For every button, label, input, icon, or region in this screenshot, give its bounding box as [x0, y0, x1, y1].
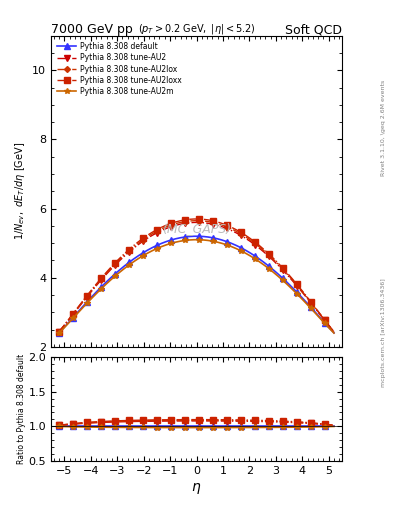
Pythia 8.308 tune-AU2lox [150, 231, 154, 237]
Pythia 8.308 tune-AU2m [145, 250, 150, 256]
Pythia 8.308 tune-AU2lox [192, 218, 196, 224]
Pythia 8.308 tune-AU2m [332, 330, 336, 336]
Pythia 8.308 tune-AU2 [192, 219, 196, 225]
Pythia 8.308 tune-AU2m [57, 330, 61, 336]
Pythia 8.308 tune-AU2m [150, 248, 154, 254]
Pythia 8.308 tune-AU2m [192, 237, 196, 243]
Pythia 8.308 tune-AU2lox [234, 228, 239, 234]
Pythia 8.308 default [332, 330, 336, 336]
Line: Pythia 8.308 default: Pythia 8.308 default [56, 233, 337, 336]
Pythia 8.308 default [150, 245, 154, 251]
Pythia 8.308 default [103, 280, 108, 286]
Pythia 8.308 tune-AU2loxx [145, 232, 150, 238]
X-axis label: $\eta$: $\eta$ [191, 481, 202, 496]
Pythia 8.308 tune-AU2m [103, 282, 108, 288]
Pythia 8.308 tune-AU2lox [145, 233, 150, 240]
Line: Pythia 8.308 tune-AU2loxx: Pythia 8.308 tune-AU2loxx [56, 216, 337, 334]
Pythia 8.308 tune-AU2 [150, 232, 154, 239]
Text: 7000 GeV pp: 7000 GeV pp [51, 23, 133, 36]
Pythia 8.308 tune-AU2loxx [103, 270, 108, 276]
Line: Pythia 8.308 tune-AU2: Pythia 8.308 tune-AU2 [56, 220, 337, 335]
Pythia 8.308 tune-AU2 [145, 235, 150, 241]
Pythia 8.308 tune-AU2loxx [136, 239, 141, 245]
Pythia 8.308 tune-AU2 [127, 249, 131, 255]
Pythia 8.308 tune-AU2m [136, 255, 141, 262]
Text: mcplots.cern.ch [arXiv:1306.3436]: mcplots.cern.ch [arXiv:1306.3436] [381, 279, 386, 387]
Pythia 8.308 tune-AU2lox [127, 248, 131, 254]
Text: Soft QCD: Soft QCD [285, 23, 342, 36]
Pythia 8.308 default [127, 260, 131, 266]
Pythia 8.308 tune-AU2loxx [192, 216, 196, 222]
Pythia 8.308 tune-AU2 [234, 230, 239, 236]
Pythia 8.308 default [57, 330, 61, 336]
Pythia 8.308 tune-AU2 [103, 272, 108, 278]
Pythia 8.308 tune-AU2loxx [127, 246, 131, 252]
Line: Pythia 8.308 tune-AU2lox: Pythia 8.308 tune-AU2lox [57, 219, 336, 334]
Y-axis label: Ratio to Pythia 8.308 default: Ratio to Pythia 8.308 default [17, 354, 26, 464]
Pythia 8.308 tune-AU2 [136, 242, 141, 248]
Text: Rivet 3.1.10, \geq 2.6M events: Rivet 3.1.10, \geq 2.6M events [381, 80, 386, 176]
Pythia 8.308 default [234, 242, 239, 248]
Pythia 8.308 tune-AU2lox [103, 271, 108, 277]
Pythia 8.308 tune-AU2lox [136, 240, 141, 246]
Y-axis label: $1/N_{ev},\ dE_T/d\eta\ \mathrm{[GeV]}$: $1/N_{ev},\ dE_T/d\eta\ \mathrm{[GeV]}$ [13, 142, 27, 241]
Pythia 8.308 default [145, 247, 150, 253]
Text: (MC_GAPS): (MC_GAPS) [162, 222, 231, 235]
Pythia 8.308 tune-AU2loxx [150, 229, 154, 236]
Pythia 8.308 tune-AU2lox [57, 329, 61, 335]
Pythia 8.308 tune-AU2m [127, 262, 131, 268]
Pythia 8.308 tune-AU2lox [332, 329, 336, 335]
Legend: Pythia 8.308 default, Pythia 8.308 tune-AU2, Pythia 8.308 tune-AU2lox, Pythia 8.: Pythia 8.308 default, Pythia 8.308 tune-… [55, 39, 184, 98]
Pythia 8.308 tune-AU2loxx [332, 329, 336, 335]
Pythia 8.308 tune-AU2 [57, 329, 61, 335]
Pythia 8.308 tune-AU2m [234, 245, 239, 251]
Pythia 8.308 tune-AU2 [332, 329, 336, 335]
Pythia 8.308 default [136, 253, 141, 259]
Line: Pythia 8.308 tune-AU2m: Pythia 8.308 tune-AU2m [56, 237, 337, 336]
Pythia 8.308 tune-AU2loxx [57, 329, 61, 335]
Pythia 8.308 default [192, 233, 196, 239]
Pythia 8.308 tune-AU2loxx [234, 227, 239, 233]
Title: $(p_T > 0.2\ \mathrm{GeV},\ |\eta| < 5.2)$: $(p_T > 0.2\ \mathrm{GeV},\ |\eta| < 5.2… [138, 22, 255, 36]
